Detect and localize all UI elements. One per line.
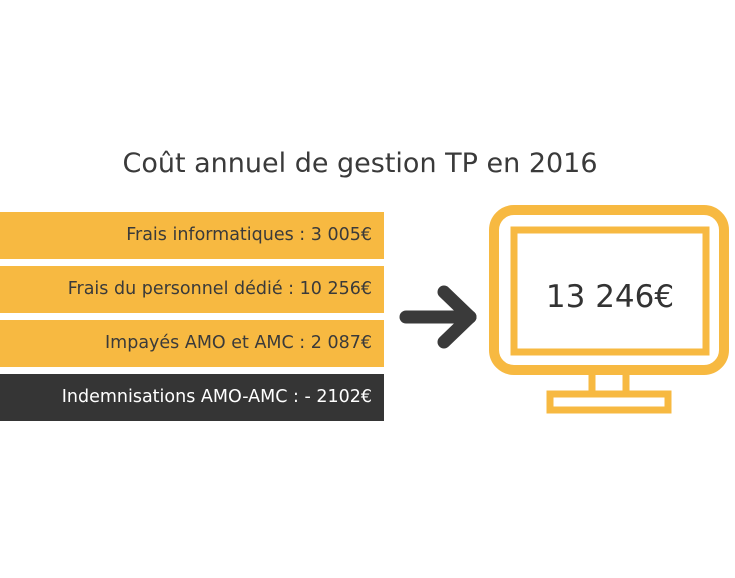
total-cost-value: 13 246€ xyxy=(545,279,675,315)
cost-list: Frais informatiques : 3 005€ Frais du pe… xyxy=(0,212,384,428)
monitor-icon xyxy=(489,205,729,414)
cost-item-frais-personnel: Frais du personnel dédié : 10 256€ xyxy=(0,266,384,313)
cost-item-indemnisations: Indemnisations AMO-AMC : - 2102€ xyxy=(0,374,384,421)
diagram-title: Coût annuel de gestion TP en 2016 xyxy=(122,148,598,179)
cost-item-frais-informatiques: Frais informatiques : 3 005€ xyxy=(0,212,384,259)
cost-item-impayes: Impayés AMO et AMC : 2 087€ xyxy=(0,320,384,367)
arrow-right-icon xyxy=(399,285,477,349)
